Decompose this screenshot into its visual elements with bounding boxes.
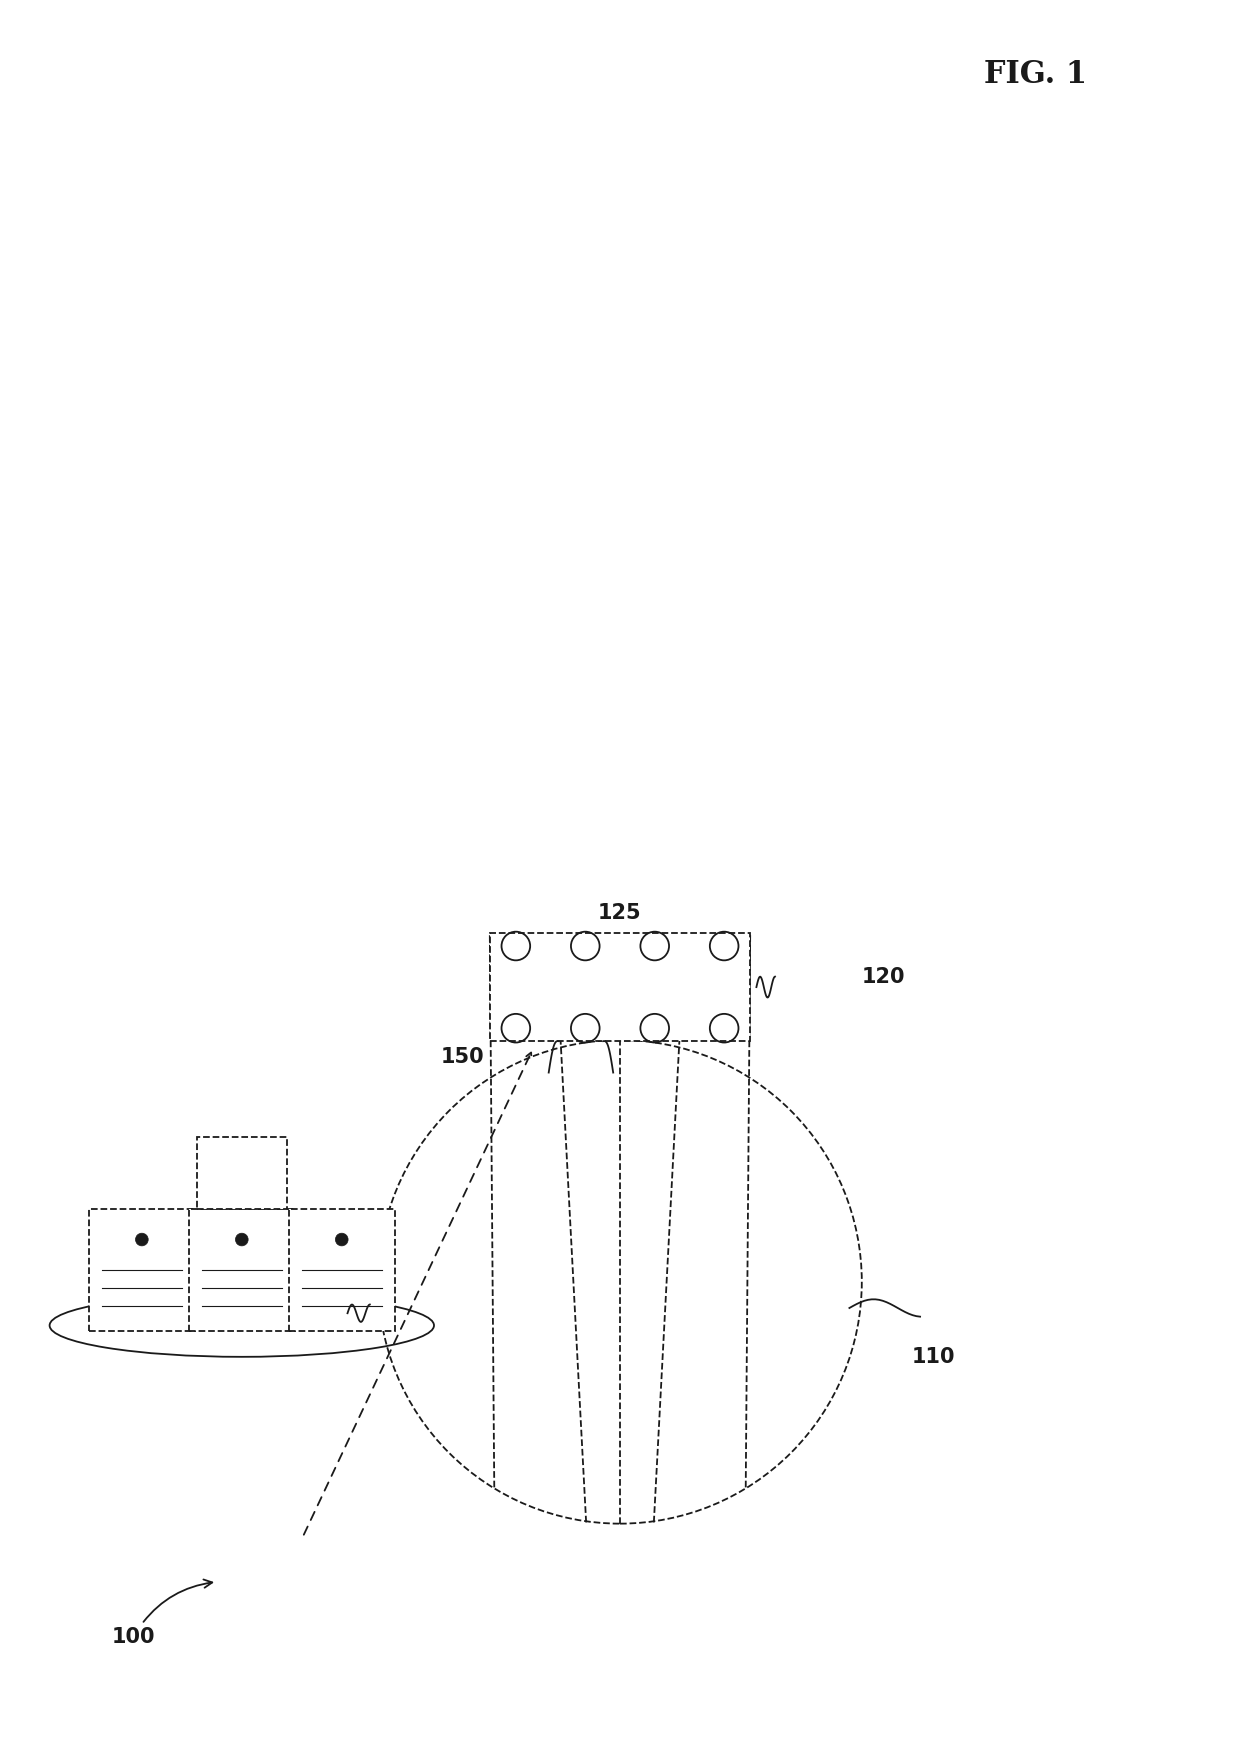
Bar [490, 933, 750, 1041]
Text: 150: 150 [440, 1046, 484, 1067]
Text: 125: 125 [598, 903, 642, 923]
Text: FIG. 1: FIG. 1 [983, 59, 1087, 91]
Ellipse shape [335, 1233, 348, 1245]
Bar [197, 1137, 286, 1209]
Bar [289, 1209, 394, 1331]
Bar [188, 1209, 295, 1331]
Ellipse shape [135, 1233, 149, 1245]
Text: 120: 120 [862, 966, 905, 987]
Text: 110: 110 [911, 1346, 955, 1367]
Text: 100: 100 [112, 1580, 212, 1646]
Ellipse shape [236, 1233, 248, 1245]
Bar [89, 1209, 195, 1331]
